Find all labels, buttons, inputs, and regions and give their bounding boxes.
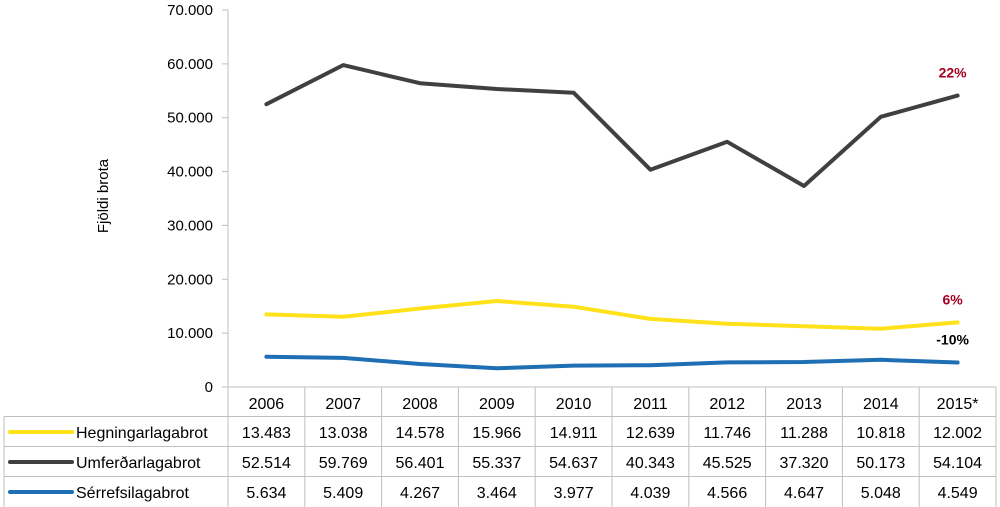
table-grid bbox=[3, 387, 997, 507]
x-tick-label: 2010 bbox=[556, 396, 592, 413]
table-value-cell: 55.337 bbox=[472, 455, 521, 472]
series-change-annotation: -10% bbox=[936, 332, 969, 348]
change-annotations: 6% 22% -10% bbox=[936, 65, 969, 348]
series-line-2 bbox=[264, 63, 960, 188]
x-tick-label: 2006 bbox=[249, 396, 285, 413]
table-value-cell: 54.637 bbox=[549, 455, 598, 472]
table-value-cell: 5.048 bbox=[861, 485, 901, 502]
y-tick-label: 30.000 bbox=[167, 217, 213, 234]
legend-series-name: Sérrefsilagabrot bbox=[76, 485, 190, 502]
data-table: Hegningarlagabrot 13.483 13.038 14.578 15.96… bbox=[8, 425, 982, 502]
table-value-cell: 4.039 bbox=[630, 485, 670, 502]
table-value-cell: 15.966 bbox=[472, 425, 521, 442]
table-value-cell: 4.647 bbox=[784, 485, 824, 502]
table-value-cell: 3.464 bbox=[477, 485, 517, 502]
series-change-annotation: 22% bbox=[939, 65, 968, 81]
table-value-cell: 3.977 bbox=[554, 485, 594, 502]
table-value-cell: 5.409 bbox=[323, 485, 363, 502]
x-tick-label: 2011 bbox=[633, 396, 668, 413]
table-value-cell: 5.634 bbox=[246, 485, 286, 502]
table-value-cell: 4.267 bbox=[400, 485, 440, 502]
y-tick-label: 60.000 bbox=[167, 56, 213, 73]
table-value-cell: 4.549 bbox=[938, 485, 978, 502]
y-tick-label: 20.000 bbox=[167, 271, 213, 288]
table-value-cell: 40.343 bbox=[626, 455, 675, 472]
y-tick-label: 0 bbox=[205, 379, 213, 396]
x-tick-label: 2009 bbox=[479, 396, 515, 413]
legend-series-name: Hegningarlagabrot bbox=[76, 425, 208, 442]
table-value-cell: 14.911 bbox=[550, 425, 598, 442]
table-value-cell: 12.639 bbox=[626, 425, 675, 442]
table-value-cell: 13.483 bbox=[242, 425, 291, 442]
table-value-cell: 54.104 bbox=[933, 455, 982, 472]
y-axis-ticks: 0 10.000 20.000 30.000 40.000 50.000 60.000 70.… bbox=[167, 2, 229, 396]
y-tick-label: 50.000 bbox=[167, 110, 213, 127]
y-tick-label: 10.000 bbox=[167, 325, 213, 342]
table-value-cell: 37.320 bbox=[780, 455, 829, 472]
table-value-cell: 11.746 bbox=[703, 425, 751, 442]
x-tick-label: 2012 bbox=[709, 396, 745, 413]
table-value-cell: 4.566 bbox=[707, 485, 747, 502]
table-value-cell: 12.002 bbox=[933, 425, 982, 442]
x-axis: 2006 2007 2008 2009 2010 2011 2012 2013 2014 2015… bbox=[228, 386, 996, 413]
series-lines bbox=[264, 63, 960, 371]
table-value-cell: 14.578 bbox=[396, 425, 445, 442]
table-value-cell: 52.514 bbox=[242, 455, 291, 472]
table-value-cell: 11.288 bbox=[780, 425, 828, 442]
y-tick-label: 40.000 bbox=[167, 164, 213, 181]
y-tick-label: 70.000 bbox=[167, 2, 213, 19]
x-tick-label: 2014 bbox=[863, 396, 899, 413]
table-value-cell: 50.173 bbox=[856, 455, 905, 472]
x-tick-label: 2007 bbox=[325, 396, 361, 413]
series-change-annotation: 6% bbox=[942, 291, 963, 307]
legend-series-name: Umferðarlagabrot bbox=[76, 455, 201, 472]
table-value-cell: 10.818 bbox=[856, 425, 905, 442]
table-value-cell: 59.769 bbox=[319, 455, 368, 472]
table-value-cell: 56.401 bbox=[396, 455, 445, 472]
table-value-cell: 13.038 bbox=[319, 425, 368, 442]
x-tick-label: 2015* bbox=[937, 396, 979, 413]
table-value-cell: 45.525 bbox=[703, 455, 752, 472]
y-axis-label: Fjöldi brota bbox=[95, 158, 112, 233]
series-line-3 bbox=[264, 354, 960, 371]
x-tick-label: 2013 bbox=[786, 396, 822, 413]
x-tick-label: 2008 bbox=[402, 396, 438, 413]
series-line-1 bbox=[264, 299, 960, 331]
